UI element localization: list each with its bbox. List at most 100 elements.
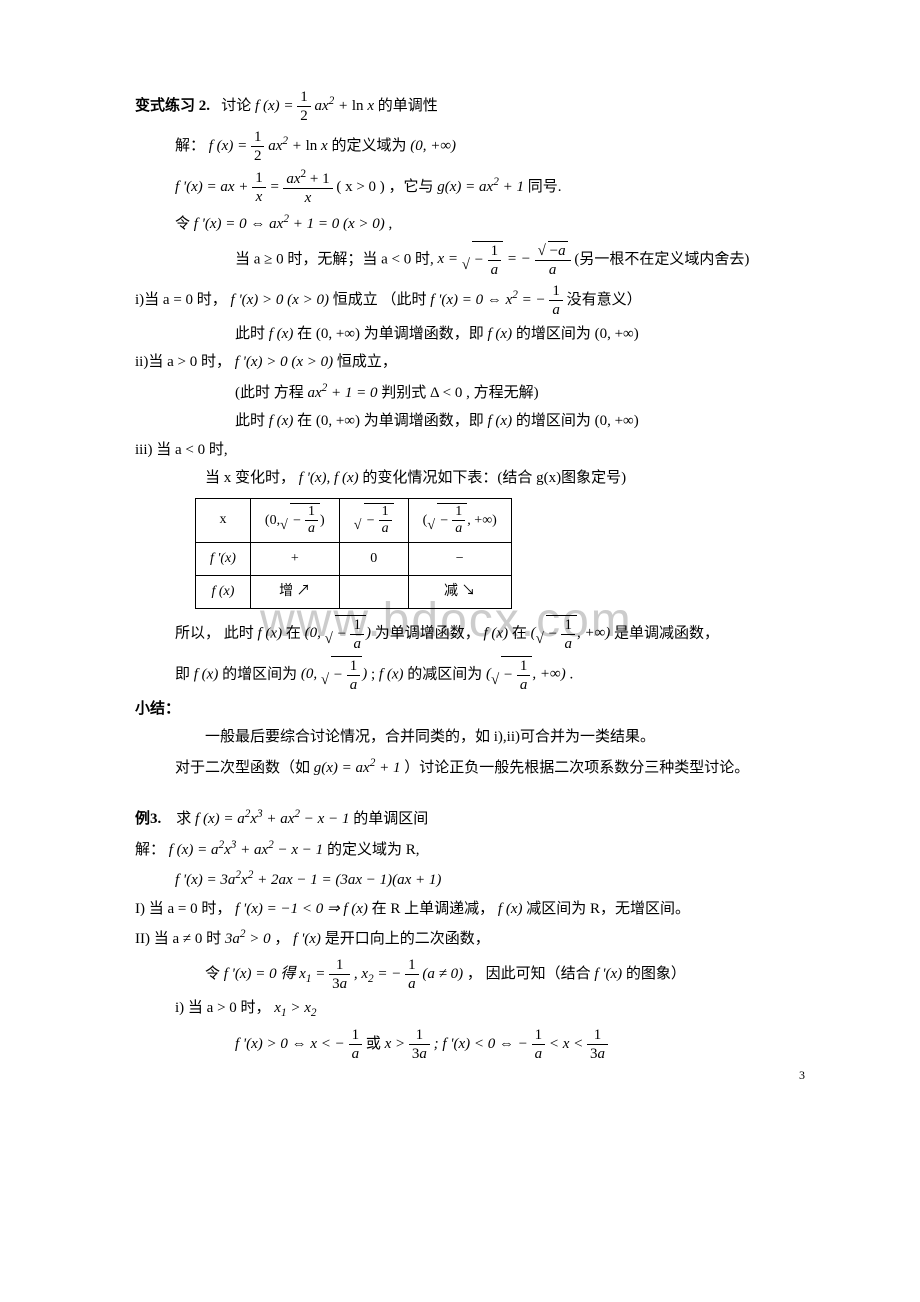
root-expr: x = − 1a = − −aa [438,251,571,267]
vary-expr: f '(x), f (x) [299,470,363,486]
page-number: 3 [799,1065,805,1085]
summary-g: g(x) = ax2 + 1 [314,760,404,776]
ji-int1: (0, − 1a) [301,666,367,682]
root-discard: (另一根不在定义域内舍去) [574,251,749,267]
so-inc: 为单调增函数， [375,625,480,641]
variant2-prefix: 变式练习 2. [135,98,210,114]
case-ii-line: ii)当 a > 0 时， f '(x) > 0 (x > 0) 恒成立， [135,350,805,376]
ex3-caseI-head: I) 当 a = 0 时， [135,901,231,917]
table-h3: − 1a [339,498,408,543]
so-int1: (0, − 1a) [305,625,371,641]
table-r2c4: 减 ↘ [408,575,511,608]
ex3-let-tail: ， 因此可知（结合 [467,966,591,982]
let-text: 令 [175,216,190,232]
so-text: 所以， 此时 [175,625,254,641]
ex3-let-expr: f '(x) = 0 得 x1 = 13a , x2 = − 1a (a ≠ 0… [224,966,463,982]
fn-domain-expr: f (x) = 12 ax2 + ln x [209,138,332,154]
case-i-line: i)当 a = 0 时， f '(x) > 0 (x > 0) 恒成立 （此时 … [135,282,805,319]
ex3-sol-label: 解： [135,842,165,858]
case-iii-line: iii) 当 a < 0 时, [135,438,805,464]
same-sign: 同号. [528,179,562,195]
h2open: (0, [265,513,280,528]
table-r2c1: f (x) [196,575,251,608]
vary-text: 当 x 变化时， [205,470,295,486]
mono1b: 此时 [235,413,265,429]
summary-l2-post: ）讨论正负一般先根据二次项系数分三种类型讨论。 [404,760,749,776]
ex3-ineq-expr2: x > 13a ; f '(x) < 0 ⇔ − 1a < x < 13a [385,1036,608,1052]
ex3-fn-tail: 的单调区间 [353,811,428,827]
fx: f (x) [269,326,297,342]
deriv-tail: ( x > 0 ) ，它与 [336,179,433,195]
sign-table: x (0,− 1a) − 1a (− 1a, +∞) f '(x) + 0 − … [195,498,512,609]
so-int2: (− 1a, +∞) [531,625,611,641]
ex3-fn: f (x) = a2x3 + ax2 − x − 1 [195,811,353,827]
mono2: 在 (0, +∞) 为单调增函数，即 [297,326,484,342]
ex3-caseI: I) 当 a = 0 时， f '(x) = −1 < 0 ⇒ f (x) 在 … [135,897,805,923]
so-fx2: f (x) [484,625,512,641]
ji-fx2: f (x) [379,666,407,682]
domain-text: 的定义域为 [331,138,406,154]
summary-l2: 对于二次型函数（如 g(x) = ax2 + 1 ）讨论正负一般先根据二次项系数… [135,754,805,782]
case-i-expr: f '(x) > 0 (x > 0) [231,292,333,308]
summary-head: 小结： [135,697,805,723]
mono3: 的增区间为 (0, +∞) [516,326,639,342]
inc-int: 的增区间为 [222,666,297,682]
ex3-sol: 解： f (x) = a2x3 + ax2 − x − 1 的定义域为 R, [135,836,805,864]
ex3-subi-head: i) 当 a > 0 时， [175,1000,271,1016]
vary-tail: 的变化情况如下表：(结合 g(x)图象定号) [362,470,626,486]
ex3-caseII-expr: 3a2 > 0 [225,931,275,947]
dec-int: 的减区间为 [407,666,482,682]
ex3-caseII-fx: f '(x) [293,931,325,947]
ex3-let-fx: f '(x) [594,966,626,982]
a-ge0: 当 a ≥ 0 时，无解；当 a < 0 时, [235,251,434,267]
ex3-let: 令 f '(x) = 0 得 x1 = 13a , x2 = − 1a (a ≠… [135,956,805,993]
a-cases-line: 当 a ≥ 0 时，无解；当 a < 0 时, x = − 1a = − −aa… [135,241,805,279]
solution-line: 解： f (x) = 12 ax2 + ln x 的定义域为 (0, +∞) [135,128,805,165]
fn-tail: 的单调性 [378,98,438,114]
h2close: ) [320,513,325,528]
ex3-subi: i) 当 a > 0 时， x1 > x2 [135,996,805,1023]
ex3-fn2: f (x) = a2x3 + ax2 − x − 1 [169,842,327,858]
case-i-head: i)当 a = 0 时， [135,292,227,308]
mono-inc-line: 此时 f (x) 在 (0, +∞) 为单调增函数，即 f (x) 的增区间为 … [135,322,805,348]
page-content: 变式练习 2. 讨论 f (x) = 12 ax2 + ln x 的单调性 解：… [135,88,805,1063]
fn-expr: f (x) = 12 ax2 + ln x [255,98,378,114]
variant2-discuss: 讨论 [221,98,251,114]
ji-int2: (− 1a, +∞) [486,666,566,682]
ex3-caseI-expr: f '(x) = −1 < 0 ⇒ f (x) [235,901,372,917]
ex3-text: 求 [176,811,191,827]
ex3-caseII-tail: 是开口向上的二次函数， [325,931,490,947]
ex3-domain: 的定义域为 R, [327,842,420,858]
ex3-or: 或 [366,1036,381,1052]
disc-expr: ax2 + 1 = 0 [308,385,382,401]
ji-fx1: f (x) [194,666,222,682]
fx2: f (x) [488,326,516,342]
ex3-caseI-fx: f (x) [498,901,526,917]
sol-label: 解： [175,138,205,154]
mono-inc-line2: 此时 f (x) 在 (0, +∞) 为单调增函数，即 f (x) 的增区间为 … [135,409,805,435]
let-line: 令 f '(x) = 0 ⇔ ax2 + 1 = 0 (x > 0) , [135,210,805,238]
ex3-caseII-head: II) 当 a ≠ 0 时 [135,931,221,947]
g-expr: g(x) = ax2 + 1 [437,179,527,195]
h4close: , +∞) [467,513,497,528]
table-r1c1: f '(x) [196,543,251,576]
mono2b: 在 (0, +∞) 为单调增函数，即 [297,413,484,429]
domain-interval: (0, +∞) [410,138,456,154]
ex3-subi-expr: x1 > x2 [274,1000,316,1016]
so-line: 所以， 此时 f (x) 在 (0, − 1a) 为单调增函数， f (x) 在… [135,615,805,653]
ex3-prefix: 例3. [135,811,161,827]
ex3-caseI-tail: 减区间为 R，无增区间。 [526,901,690,917]
variant2-title: 变式练习 2. 讨论 f (x) = 12 ax2 + ln x 的单调性 [135,88,805,125]
table-h1: x [196,498,251,543]
fx2b: f (x) [488,413,516,429]
table-h2: (0,− 1a) [250,498,339,543]
so-fx1: f (x) [258,625,286,641]
case-i-tail: 没有意义） [567,292,642,308]
table-r2c3 [339,575,408,608]
ex3-caseII: II) 当 a ≠ 0 时 3a2 > 0 ， f '(x) 是开口向上的二次函… [135,925,805,953]
table-r1c4: − [408,543,511,576]
table-r1c3: 0 [339,543,408,576]
case-iii-head: iii) 当 a < 0 时, [135,442,228,458]
ji-text: 即 [175,666,190,682]
spacer [135,784,805,802]
